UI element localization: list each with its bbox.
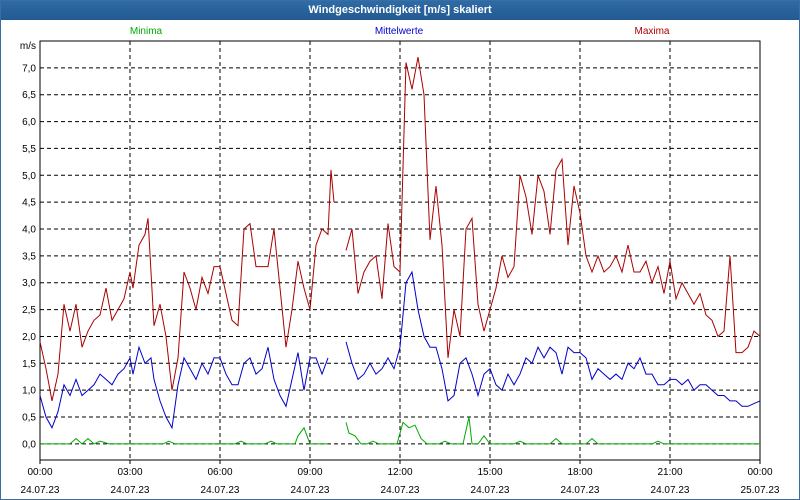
plot-frame — [39, 40, 761, 461]
y-axis-label: m/s — [20, 41, 36, 52]
series-line-maxima — [39, 57, 761, 402]
x-tick-date: 24.07.23 — [651, 485, 690, 496]
x-tick-date: 24.07.23 — [291, 485, 330, 496]
y-tick-label: 5,0 — [22, 171, 36, 182]
y-tick-label: 4,5 — [22, 198, 36, 209]
y-tick-label: 6,0 — [22, 117, 36, 128]
x-tick-time: 15:00 — [477, 467, 502, 478]
chart-title: Windgeschwindigkeit [m/s] skaliert — [1, 1, 799, 20]
x-tick-date: 24.07.23 — [21, 485, 60, 496]
legend-minima: Minima — [130, 26, 163, 37]
y-tick-label: 2,0 — [22, 332, 36, 343]
x-tick-time: 00:00 — [747, 467, 772, 478]
x-tick-date: 25.07.23 — [741, 485, 780, 496]
y-tick-label: 3,0 — [22, 278, 36, 289]
x-tick-date: 24.07.23 — [111, 485, 150, 496]
y-tick-label: 0,5 — [22, 413, 36, 424]
x-tick-time: 12:00 — [387, 467, 412, 478]
wind-speed-chart: 0,0 0,5 1,0 1,5 2,0 2,5 3,0 3,5 4,0 4,5 5,0 5,5 6,0 6… — [20, 26, 780, 496]
x-tick-date: 24.07.23 — [201, 485, 240, 496]
x-tick-date: 24.07.23 — [471, 485, 510, 496]
series-line-minima — [40, 416, 760, 445]
y-tick-label: 2,5 — [22, 305, 36, 316]
y-tick-label: 5,5 — [22, 144, 36, 155]
y-tick-label: 0,0 — [22, 439, 36, 450]
x-tick-time: 09:00 — [297, 467, 322, 478]
x-tick-time: 18:00 — [567, 467, 592, 478]
x-tick-time: 21:00 — [657, 467, 682, 478]
x-tick-date: 24.07.23 — [561, 485, 600, 496]
y-tick-label: 1,5 — [22, 359, 36, 370]
x-tick-time: 00:00 — [27, 467, 52, 478]
series-line-mittelwerte — [39, 270, 761, 430]
y-tick-label: 7,0 — [22, 63, 36, 74]
x-tick-time: 06:00 — [207, 467, 232, 478]
y-tick-label: 6,5 — [22, 90, 36, 101]
legend-mittelwerte: Mittelwerte — [375, 26, 424, 37]
x-tick-date: 24.07.23 — [381, 485, 420, 496]
y-tick-label: 1,0 — [22, 386, 36, 397]
legend-maxima: Maxima — [634, 26, 669, 37]
y-tick-label: 4,0 — [22, 225, 36, 236]
x-tick-time: 03:00 — [117, 467, 142, 478]
y-tick-label: 3,5 — [22, 251, 36, 262]
